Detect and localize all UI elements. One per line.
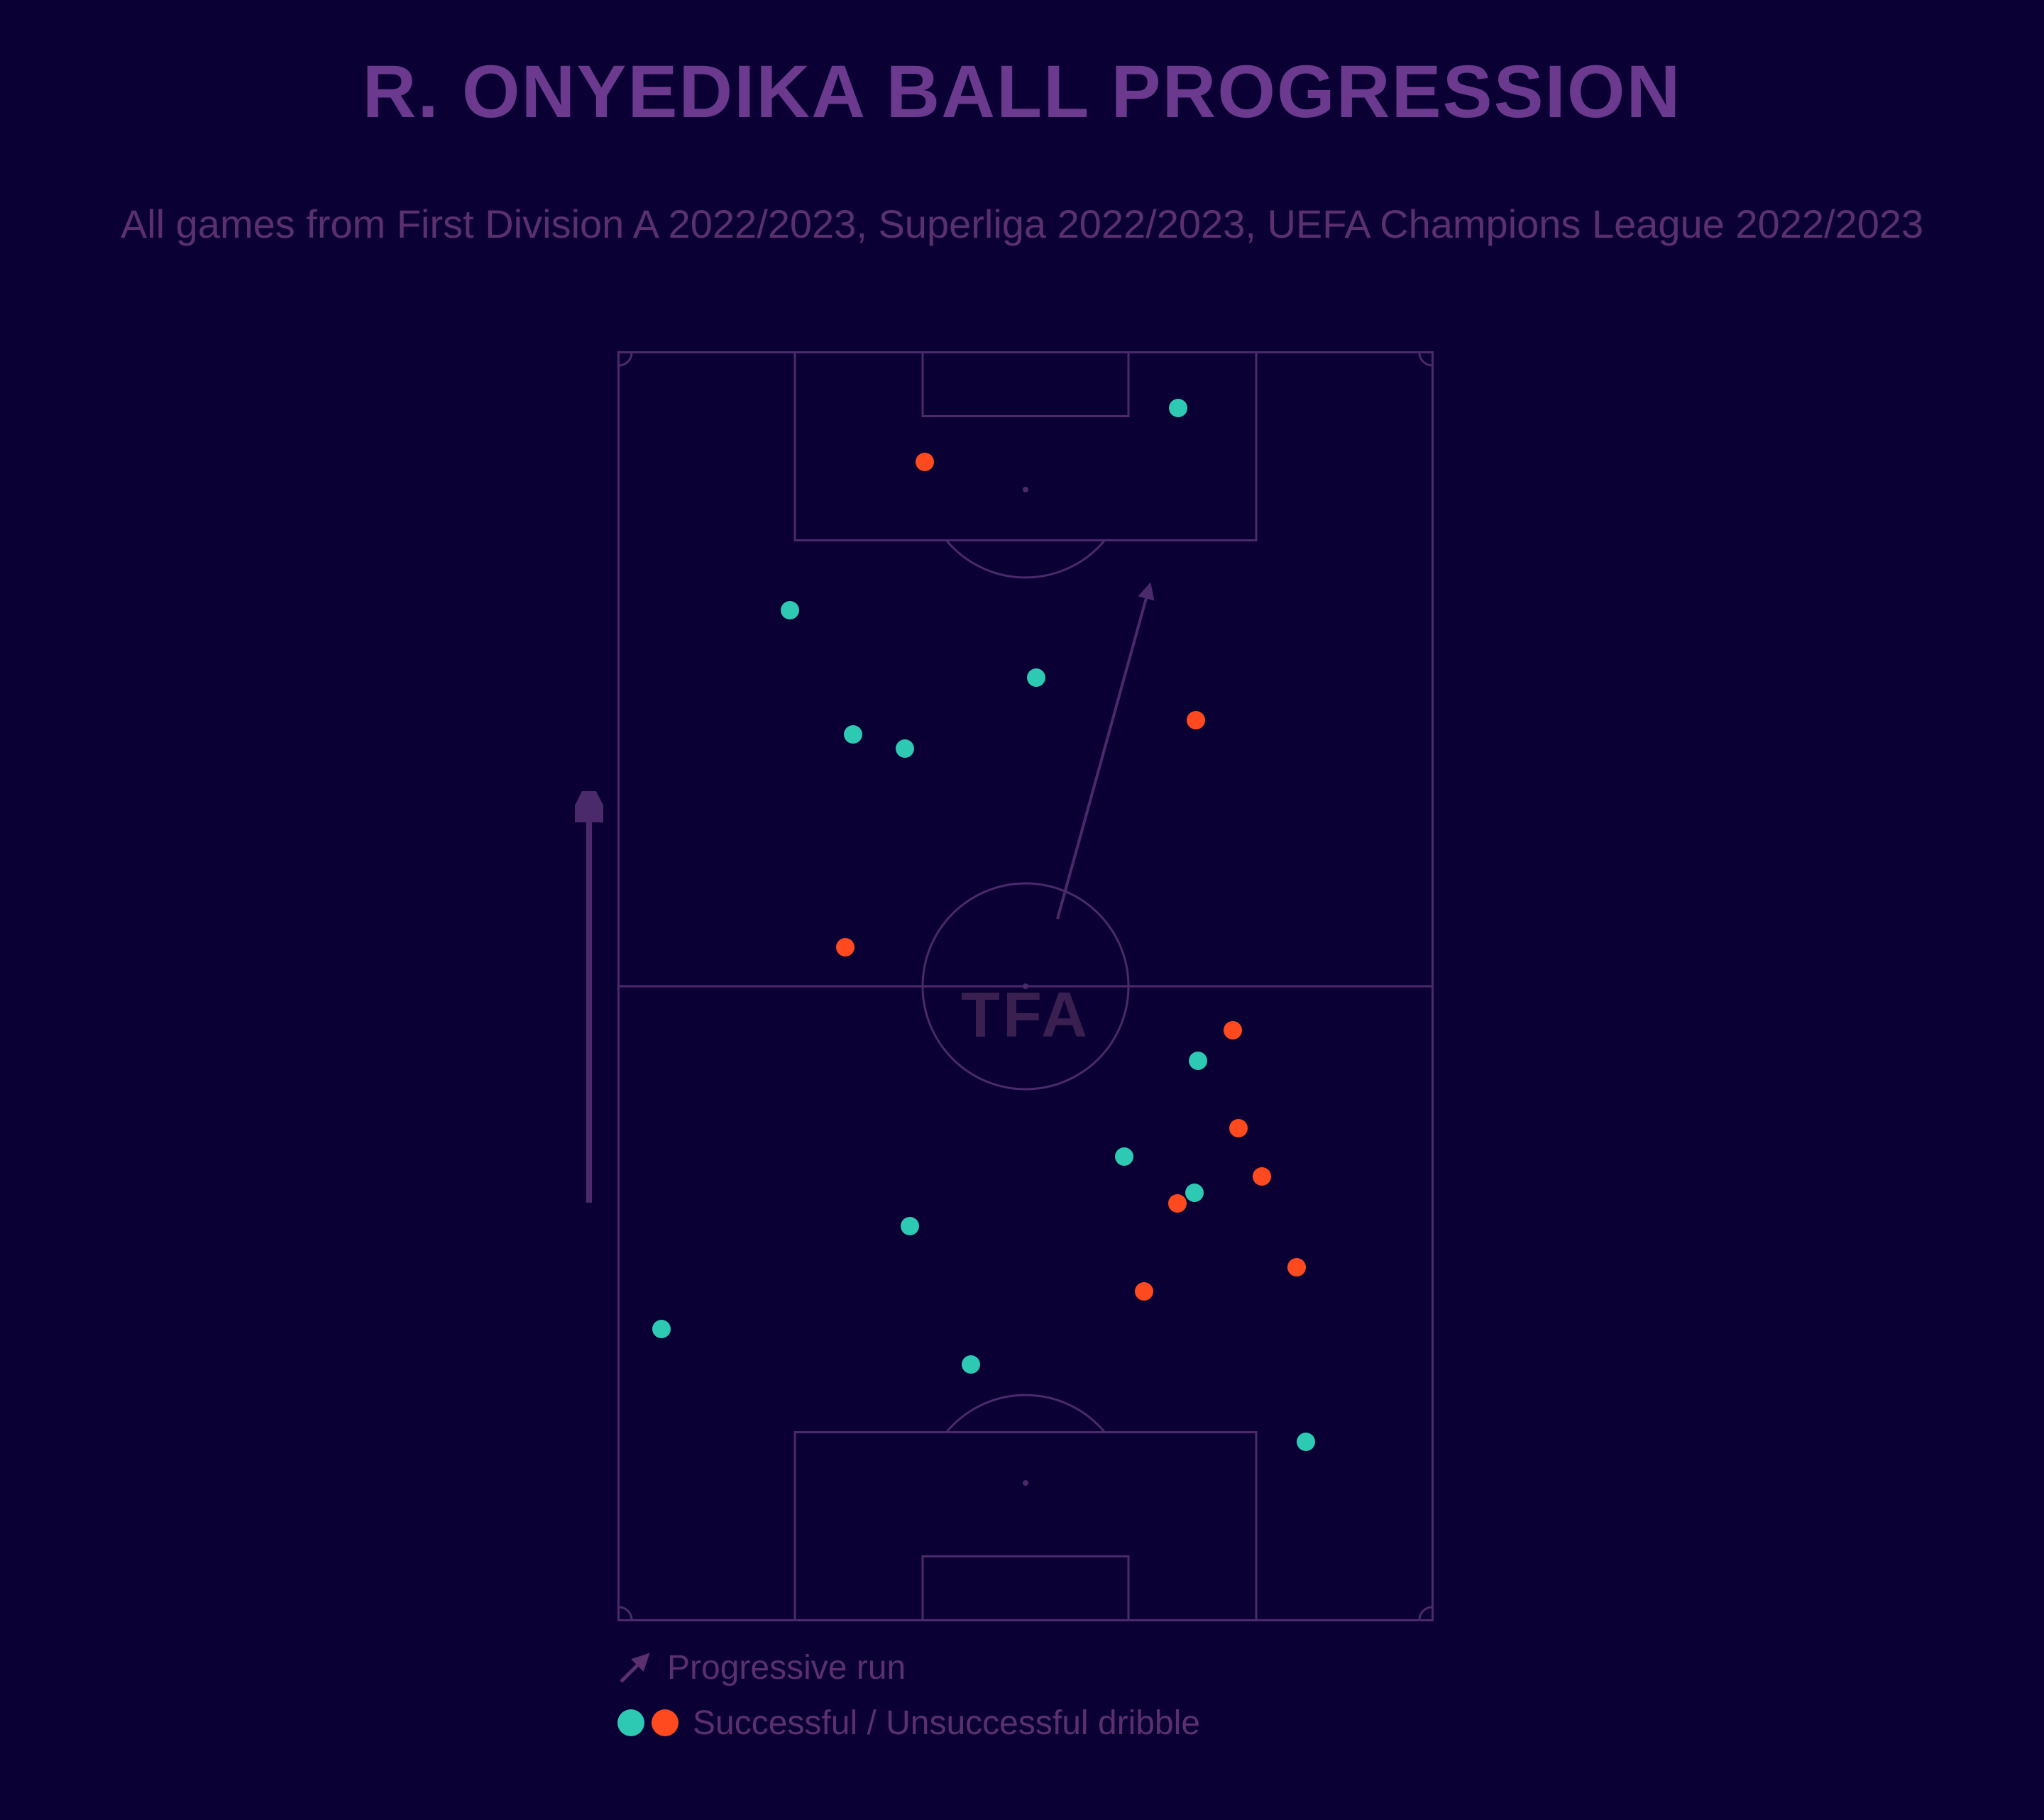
chart-title: R. ONYEDIKA BALL PROGRESSION bbox=[0, 50, 2044, 135]
legend-progressive-label: Progressive run bbox=[667, 1648, 906, 1687]
dribble-dot-fail bbox=[916, 453, 934, 471]
dribble-dot-success bbox=[781, 601, 799, 619]
pitch-area: TFA bbox=[617, 351, 1434, 1621]
dribble-dot-fail bbox=[1229, 1119, 1248, 1137]
dribble-dot-success bbox=[1297, 1433, 1315, 1451]
dribble-dot-fail bbox=[1187, 711, 1205, 729]
legend-row-dribble: Successful / Unsuccessful dribble bbox=[617, 1702, 1200, 1744]
progressive-run-arrow bbox=[1057, 585, 1150, 919]
legend: Progressive run Successful / Unsuccessfu… bbox=[617, 1646, 1200, 1757]
legend-dribble-label: Successful / Unsuccessful dribble bbox=[693, 1704, 1200, 1743]
dribble-dot-success bbox=[844, 725, 862, 744]
legend-dot-success-icon bbox=[617, 1709, 644, 1736]
dribble-dot-success bbox=[1169, 399, 1187, 417]
dribble-dot-success bbox=[1189, 1052, 1207, 1070]
arrow-icon bbox=[617, 1650, 653, 1685]
dribble-dot-fail bbox=[1287, 1258, 1306, 1276]
pitch-svg bbox=[617, 351, 1434, 1621]
legend-row-progressive: Progressive run bbox=[617, 1646, 1200, 1689]
dribble-dot-fail bbox=[1168, 1194, 1187, 1213]
dribble-dot-success bbox=[652, 1320, 671, 1338]
dribble-dot-success bbox=[962, 1355, 980, 1374]
dribble-dot-success bbox=[1185, 1184, 1204, 1202]
legend-dot-fail-icon bbox=[652, 1709, 678, 1736]
dribble-dot-fail bbox=[1135, 1282, 1153, 1301]
dribble-dot-success bbox=[1115, 1147, 1133, 1166]
dribble-dot-success bbox=[896, 739, 914, 758]
dribble-dot-success bbox=[901, 1217, 919, 1235]
dribble-dot-fail bbox=[1224, 1021, 1242, 1039]
direction-arrow-icon bbox=[575, 791, 603, 1203]
dribble-dot-success bbox=[1027, 668, 1045, 687]
dribble-dot-fail bbox=[836, 938, 855, 956]
dribble-dot-fail bbox=[1253, 1167, 1271, 1186]
chart-container: R. ONYEDIKA BALL PROGRESSION All games f… bbox=[0, 0, 2044, 1820]
chart-subtitle: All games from First Division A 2022/202… bbox=[92, 199, 1952, 250]
